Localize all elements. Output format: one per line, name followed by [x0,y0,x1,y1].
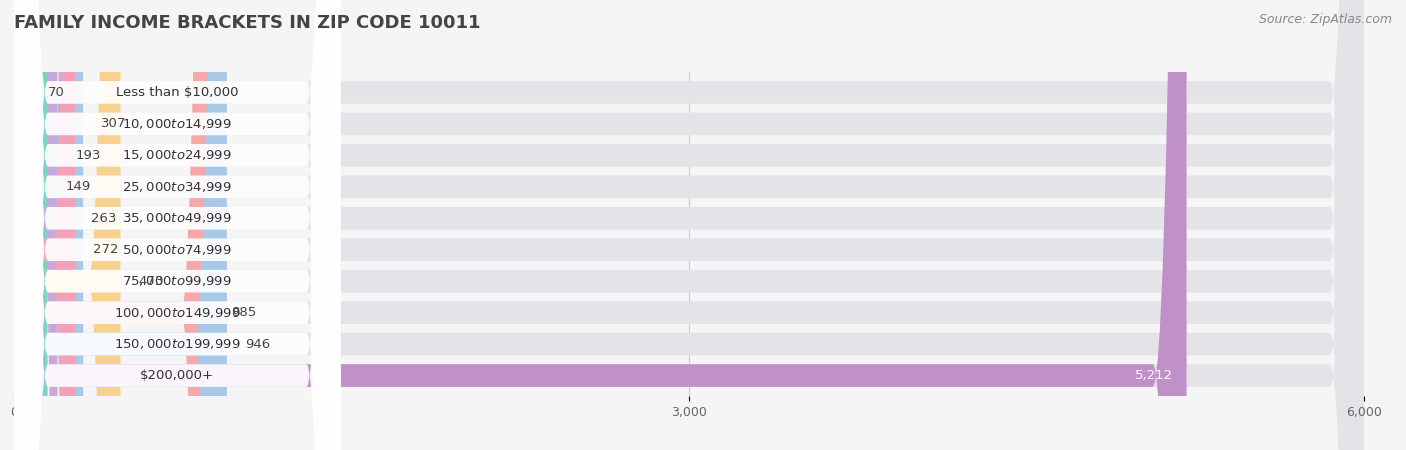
Text: $50,000 to $74,999: $50,000 to $74,999 [122,243,232,257]
FancyBboxPatch shape [14,0,1364,450]
FancyBboxPatch shape [14,0,340,450]
FancyBboxPatch shape [14,0,1364,450]
FancyBboxPatch shape [14,0,121,450]
FancyBboxPatch shape [14,0,1364,450]
Text: $35,000 to $49,999: $35,000 to $49,999 [122,211,232,225]
Text: 193: 193 [76,149,101,162]
Text: 5,212: 5,212 [1135,369,1173,382]
FancyBboxPatch shape [14,0,340,450]
FancyBboxPatch shape [14,0,340,450]
Text: Source: ZipAtlas.com: Source: ZipAtlas.com [1258,14,1392,27]
Text: $100,000 to $149,999: $100,000 to $149,999 [114,306,240,320]
FancyBboxPatch shape [14,0,76,450]
Text: 946: 946 [245,338,270,351]
Text: Less than $10,000: Less than $10,000 [115,86,239,99]
FancyBboxPatch shape [14,0,1364,450]
Text: 473: 473 [138,274,165,288]
FancyBboxPatch shape [14,0,340,450]
Text: 885: 885 [231,306,256,319]
Text: $15,000 to $24,999: $15,000 to $24,999 [122,148,232,162]
Text: $200,000+: $200,000+ [141,369,214,382]
FancyBboxPatch shape [14,0,340,450]
Text: $75,000 to $99,999: $75,000 to $99,999 [122,274,232,288]
Text: 149: 149 [66,180,91,194]
Text: 70: 70 [48,86,65,99]
FancyBboxPatch shape [14,0,1187,450]
Text: 272: 272 [93,243,118,256]
FancyBboxPatch shape [14,0,58,450]
FancyBboxPatch shape [14,0,214,450]
Text: FAMILY INCOME BRACKETS IN ZIP CODE 10011: FAMILY INCOME BRACKETS IN ZIP CODE 10011 [14,14,481,32]
FancyBboxPatch shape [14,0,48,450]
Text: $25,000 to $34,999: $25,000 to $34,999 [122,180,232,194]
FancyBboxPatch shape [14,0,340,450]
FancyBboxPatch shape [14,0,340,450]
FancyBboxPatch shape [14,0,1364,450]
FancyBboxPatch shape [14,0,30,450]
FancyBboxPatch shape [14,0,73,450]
Text: $150,000 to $199,999: $150,000 to $199,999 [114,337,240,351]
Text: $10,000 to $14,999: $10,000 to $14,999 [122,117,232,131]
FancyBboxPatch shape [14,0,226,450]
FancyBboxPatch shape [14,0,83,450]
FancyBboxPatch shape [14,0,340,450]
Text: 307: 307 [101,117,127,130]
FancyBboxPatch shape [14,0,1364,450]
FancyBboxPatch shape [14,0,1364,450]
FancyBboxPatch shape [14,0,1364,450]
FancyBboxPatch shape [14,0,1364,450]
FancyBboxPatch shape [14,0,1364,450]
FancyBboxPatch shape [14,0,340,450]
FancyBboxPatch shape [14,0,340,450]
Text: 263: 263 [91,212,117,225]
